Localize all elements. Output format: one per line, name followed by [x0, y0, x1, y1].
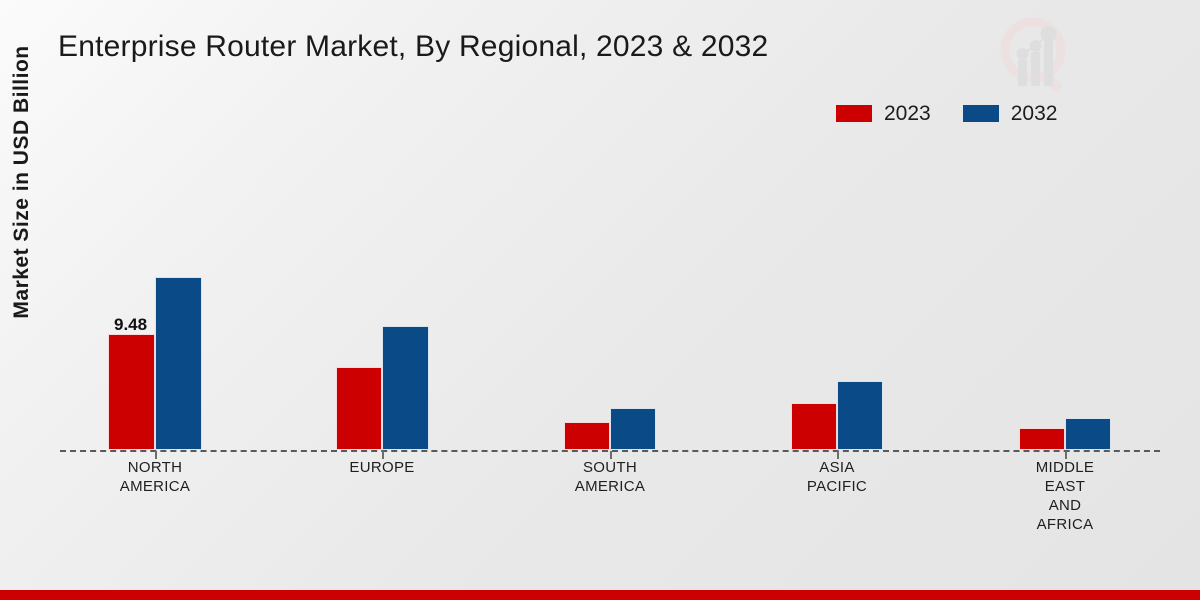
axis-tick-south-america — [610, 451, 612, 459]
legend-swatch-2032 — [962, 105, 999, 122]
bar-2023-north-america[interactable] — [108, 334, 155, 450]
legend-item-2032[interactable]: 2032 — [962, 102, 1058, 125]
category-label-south-america: SOUTH AMERICA — [574, 459, 646, 495]
bar-2023-south-america[interactable] — [564, 422, 610, 450]
bar-2023-europe[interactable] — [336, 367, 382, 450]
legend-swatch-2023 — [836, 105, 872, 122]
legend-item-2023[interactable]: 2023 — [836, 103, 931, 124]
axis-tick-north-america — [155, 451, 157, 459]
bar-2032-europe[interactable] — [382, 326, 429, 450]
bar-2032-asia-pacific[interactable] — [837, 381, 883, 450]
category-label-europe: EUROPE — [349, 459, 415, 476]
category-label-asia-pacific: ASIA PACIFIC — [806, 459, 868, 495]
legend-label-2023: 2023 — [884, 102, 931, 125]
page-title: Enterprise Router Market, By Regional, 2… — [58, 30, 769, 63]
axis-tick-europe — [382, 451, 384, 459]
bar-2032-middle-east-and-africa[interactable] — [1065, 418, 1111, 450]
chart-legend: 2023 2032 — [836, 103, 1057, 124]
bottom-accent-bar — [0, 590, 1200, 600]
legend-label-2032: 2032 — [1010, 102, 1058, 125]
axis-tick-asia-pacific — [837, 451, 839, 459]
category-label-middle-east-and-africa: MIDDLE EAST AND AFRICA — [1035, 459, 1095, 533]
bar-2032-south-america[interactable] — [610, 408, 656, 450]
bar-2032-north-america[interactable] — [155, 277, 202, 450]
axis-tick-middle-east-and-africa — [1065, 451, 1067, 459]
bar-2023-middle-east-and-africa[interactable] — [1019, 428, 1065, 450]
category-label-north-america: NORTH AMERICA — [119, 459, 191, 495]
bar-value-2023-north-america: 9.48 — [114, 315, 148, 334]
bar-2023-asia-pacific[interactable] — [791, 403, 837, 450]
